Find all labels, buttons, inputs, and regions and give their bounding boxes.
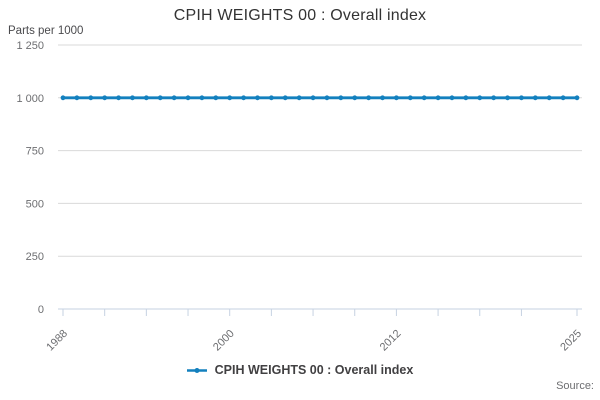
data-point-marker [421,95,427,101]
data-point-marker [157,95,163,101]
data-point-marker [143,95,149,101]
data-point-marker [199,95,205,101]
x-tick-label: 2025 [558,328,584,354]
data-point-marker [407,95,413,101]
y-axis-unit-label: Parts per 1000 [8,25,84,37]
x-tick-label: 2000 [211,328,237,354]
data-point-marker [74,95,80,101]
legend-series-marker-icon [186,367,207,373]
data-point-marker [171,95,177,101]
data-point-marker [102,95,108,101]
y-tick-label: 250 [26,251,44,263]
data-point-marker [435,95,441,101]
legend-label: CPIH WEIGHTS 00 : Overall index [214,363,414,377]
data-point-marker [574,95,580,101]
data-point-marker [60,95,66,101]
x-tick-label: 1988 [44,328,70,354]
data-point-marker [394,95,399,101]
data-point-marker [130,95,135,101]
data-point-marker [241,95,246,101]
data-point-marker [366,95,372,101]
y-tick-label: 1 250 [16,40,44,52]
legend-item[interactable]: CPIH WEIGHTS 00 : Overall index [0,363,600,377]
y-tick-label: 500 [26,198,44,210]
data-point-marker [505,95,510,101]
data-point-marker [560,95,566,101]
data-point-marker [213,95,219,101]
data-point-marker [463,95,469,101]
data-point-marker [296,95,302,101]
data-point-marker [519,95,524,101]
y-tick-label: 1 000 [16,93,44,105]
data-point-marker [282,95,288,101]
data-point-marker [491,95,497,101]
data-point-marker [185,95,191,101]
data-point-marker [338,95,344,101]
source-label: Source: [556,380,594,392]
chart-title: CPIH WEIGHTS 00 : Overall index [173,7,427,24]
data-point-marker [477,95,483,101]
data-point-marker [449,95,455,101]
data-point-marker [88,95,94,101]
data-point-marker [116,95,121,101]
data-point-marker [532,95,538,101]
y-tick-label: 750 [26,146,44,158]
plot-area: 0 250 500 750 1 000 1 250 1988 2000 2012 2025 [16,40,584,354]
data-point-marker [380,95,385,101]
x-tick-label: 2012 [378,328,404,354]
data-point-marker [255,95,260,101]
data-point-marker [310,95,316,101]
data-point-marker [352,95,358,101]
data-point-marker [227,95,233,101]
data-point-marker [546,95,552,101]
data-point-marker [268,95,274,101]
y-tick-label: 0 [38,304,44,316]
data-point-marker [324,95,330,101]
